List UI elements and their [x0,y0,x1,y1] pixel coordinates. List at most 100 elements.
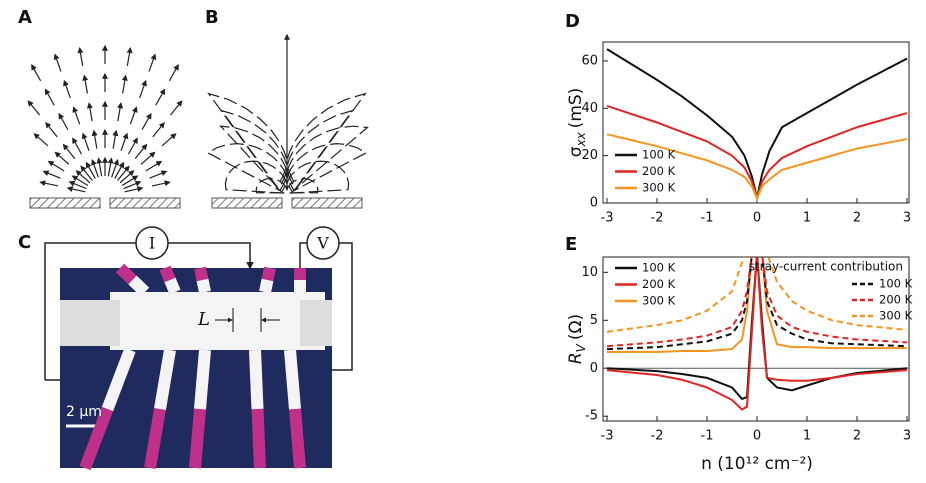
y-label-subscript: V [574,343,588,352]
y-label-subscript: xx [574,131,588,147]
y-label-unit: (Ω) [566,314,586,340]
field-arrow [149,170,168,179]
field-arrow [75,170,91,184]
legend-label: 300 K [642,181,676,195]
field-arrow [62,143,76,160]
lead [164,277,181,295]
field-arrow [123,180,142,190]
legend-label: 200 K [879,293,913,307]
plot-frame [602,41,910,204]
lead [284,349,301,410]
pad [300,300,332,346]
x-tick-label: -1 [701,429,714,444]
panel-label: D [565,11,580,32]
field-arrow [77,46,84,67]
scale-bar-label: 2 µm [66,404,102,420]
field-line [286,109,354,190]
field-arrow [53,53,62,72]
field-arrow [31,64,42,82]
panel-label: B [205,7,219,28]
field-arrow [82,74,89,94]
lead [128,275,150,297]
x-tick-label: 1 [803,211,811,226]
field-arrow [119,170,135,184]
x-tick-label: 2 [853,429,861,444]
series-line [606,257,908,401]
x-tick-label: -2 [651,429,664,444]
y-axis-label: σxx (mS) [566,88,588,158]
legend-label: 200 K [642,277,676,291]
panel-label: E [565,234,577,255]
field-arrow [114,161,125,179]
field-arrow [169,100,183,116]
field-line [207,92,288,189]
x-tick-label: -3 [601,211,614,226]
field-arrow [58,112,69,130]
legend-label: 100 K [879,277,913,291]
y-tick-label: 0 [590,196,598,211]
series-line [606,257,908,351]
field-arrow [126,46,133,67]
x-tick-label: 2 [853,211,861,226]
field-arrow [140,151,156,165]
channel [110,292,325,350]
x-tick-label: 0 [753,211,761,226]
field-arrow [96,157,103,177]
series-line [606,257,908,411]
ammeter [135,226,169,260]
field-arrow [63,79,71,99]
legend-label: 100 K [642,148,676,162]
field-arrow [81,132,90,151]
x-tick-label: -3 [601,429,614,444]
y-tick-label: 10 [581,265,598,280]
field-line [255,177,288,194]
y-tick-label: 0 [590,361,598,376]
field-arrow [54,151,70,165]
y-tick-label: -5 [585,409,598,424]
wire [44,242,136,380]
lead [101,347,136,412]
field-arrow [112,129,119,149]
panel-label: C [18,232,31,253]
series-group [606,257,908,411]
lead [154,348,176,411]
length-symbol: L [197,309,210,330]
lead [249,349,264,410]
field-line [286,160,350,194]
panel-label: A [18,7,32,28]
field-arrow [66,186,86,193]
field-line [286,143,368,193]
field-arrow [47,160,65,172]
field-line [224,160,288,194]
series-line [606,257,908,333]
field-arrow [86,102,93,122]
wire [299,242,307,268]
field-arrow [139,79,147,99]
y-label-symbol: σ [566,146,586,157]
contact [211,197,283,209]
x-axis-label: n (10¹² cm⁻²) [701,454,813,474]
field-arrow [127,137,138,155]
y-tick-label: 20 [581,148,598,163]
legend-title: stray-current contribution [749,260,903,274]
field-arrow [129,106,138,125]
y-tick-label: 40 [581,101,598,116]
field-line [220,109,288,190]
voltmeter [306,226,340,260]
lead [259,278,274,294]
field-arrow [72,106,81,125]
contact [29,197,101,209]
y-tick-label: 5 [590,313,598,328]
y-tick-label: 60 [581,53,598,68]
field-arrow [124,186,144,193]
field-arrow [107,157,114,177]
legend-label: 200 K [642,164,676,178]
field-arrow [120,132,129,151]
contact [291,197,363,209]
field-arrow [68,180,87,190]
field-arrow [91,129,98,149]
field-arrow [148,53,157,72]
field-line [286,125,369,192]
field-arrow [39,180,59,187]
field-arrow [27,100,41,116]
